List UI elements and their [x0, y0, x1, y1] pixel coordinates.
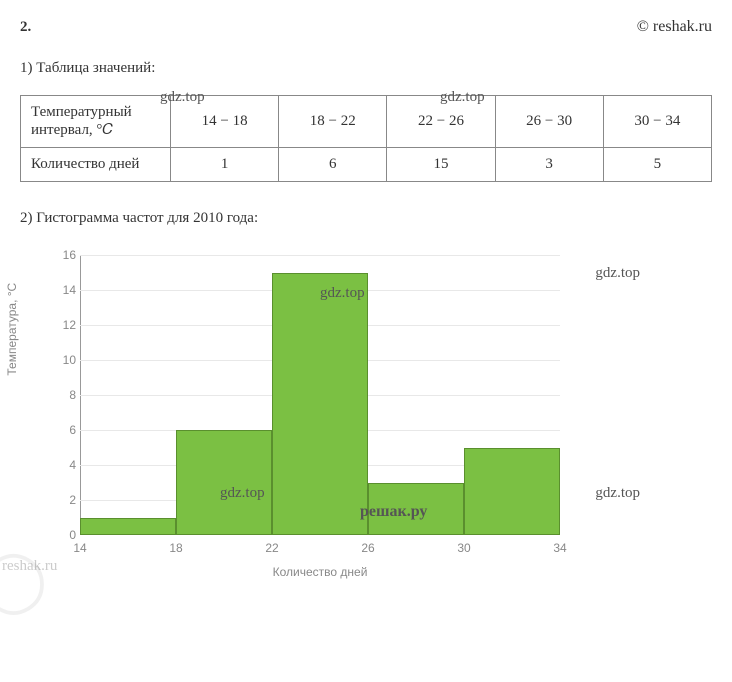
y-tick-label: 6	[48, 423, 76, 437]
y-tick-label: 8	[48, 388, 76, 402]
histogram-chart: Температура, °C Количество дней 02468101…	[20, 245, 580, 585]
copyright: © reshak.ru	[637, 18, 712, 36]
y-tick-label: 2	[48, 493, 76, 507]
y-gridline	[80, 255, 560, 256]
x-tick-label: 26	[361, 541, 374, 555]
watermark-gdz-6: gdz.top	[595, 485, 640, 502]
watermark-gdz-3: gdz.top	[595, 265, 640, 282]
table-cell: 3	[495, 148, 603, 182]
watermark-reshak-en: reshak.ru	[2, 558, 57, 575]
table-cell: 22 − 26	[387, 96, 495, 148]
table-cell: 18 − 22	[279, 96, 387, 148]
x-tick-label: 14	[73, 541, 86, 555]
values-table: Температурный интервал, °𝐶 14 − 18 18 − …	[20, 95, 712, 182]
table-cell: 5	[603, 148, 711, 182]
histogram-bar	[176, 430, 272, 535]
y-tick-label: 4	[48, 458, 76, 472]
table-cell: 15	[387, 148, 495, 182]
y-tick-label: 12	[48, 318, 76, 332]
watermark-logo: ◯	[0, 545, 47, 615]
x-tick-label: 18	[169, 541, 182, 555]
histogram-bar	[80, 518, 176, 536]
y-tick-label: 0	[48, 528, 76, 542]
table-cell: 26 − 30	[495, 96, 603, 148]
histogram-bar	[368, 483, 464, 536]
histogram-bar	[272, 273, 368, 536]
x-tick-label: 22	[265, 541, 278, 555]
x-axis-label: Количество дней	[273, 565, 368, 579]
table-cell: 30 − 34	[603, 96, 711, 148]
table-cell: 1	[171, 148, 279, 182]
table-cell: 6	[279, 148, 387, 182]
task-number: 2.	[20, 19, 31, 36]
y-tick-label: 14	[48, 283, 76, 297]
row2-header: Количество дней	[21, 148, 171, 182]
y-tick-label: 16	[48, 248, 76, 262]
table-cell: 14 − 18	[171, 96, 279, 148]
row1-header: Температурный интервал, °𝐶	[21, 96, 171, 148]
plot-area: Количество дней 024681012141614182226303…	[80, 255, 560, 535]
histogram-bar	[464, 448, 560, 536]
table-row: Количество дней 1 6 15 3 5	[21, 148, 712, 182]
section1-title: 1) Таблица значений:	[20, 60, 712, 77]
table-row: Температурный интервал, °𝐶 14 − 18 18 − …	[21, 96, 712, 148]
y-tick-label: 10	[48, 353, 76, 367]
section2-title: 2) Гистограмма частот для 2010 года:	[20, 210, 712, 227]
x-tick-label: 34	[553, 541, 566, 555]
x-tick-label: 30	[457, 541, 470, 555]
y-axis-label: Температура, °C	[5, 283, 19, 376]
